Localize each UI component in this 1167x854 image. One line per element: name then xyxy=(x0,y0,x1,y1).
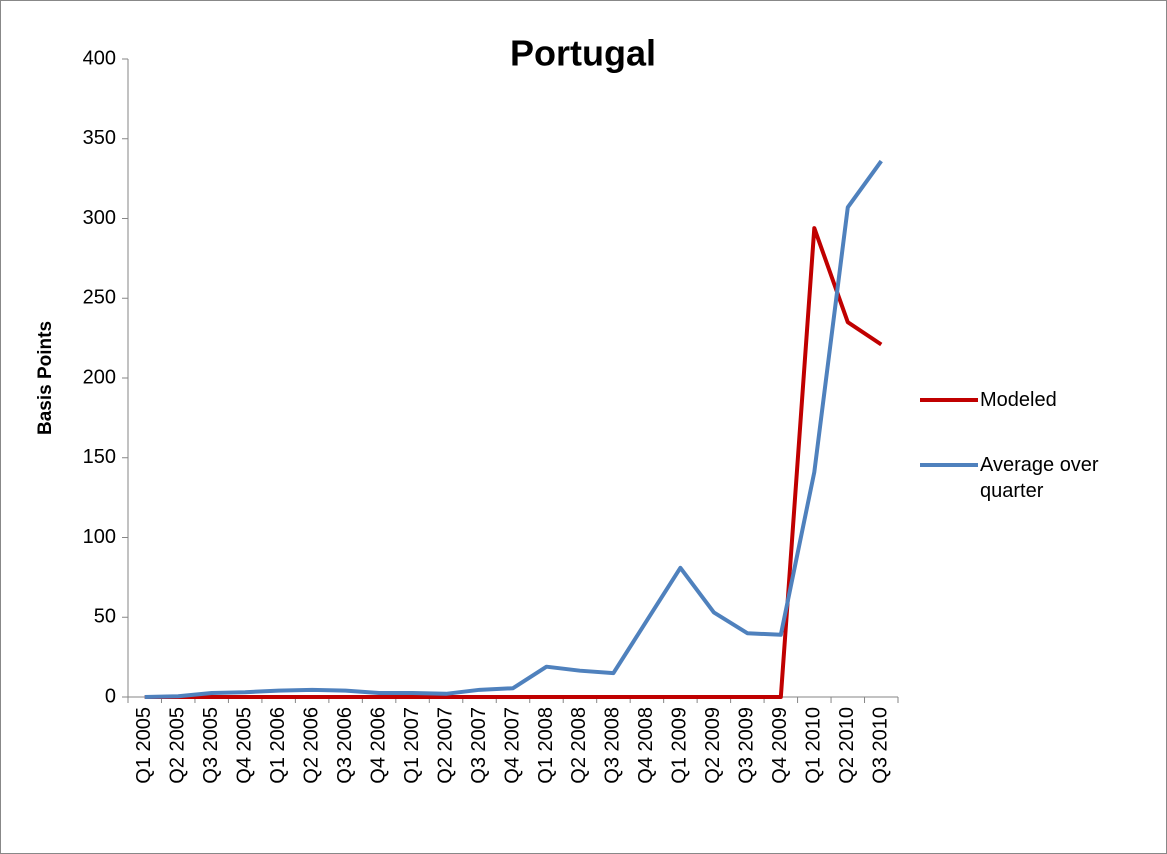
x-tick-label: Q4 2007 xyxy=(501,707,523,784)
y-tick-label: 100 xyxy=(83,526,116,548)
y-tick-label: 150 xyxy=(83,446,116,468)
x-tick-label: Q2 2007 xyxy=(434,707,456,784)
y-tick-label: 400 xyxy=(83,47,116,69)
x-tick-label: Q2 2010 xyxy=(836,707,858,784)
x-tick-label: Q4 2008 xyxy=(635,707,657,784)
x-tick-label: Q2 2006 xyxy=(300,707,322,784)
legend-label: Average over quarter xyxy=(980,454,1099,502)
y-axis-label: Basis Points xyxy=(35,321,56,435)
x-tick-label: Q3 2008 xyxy=(602,707,624,784)
x-tick-label: Q2 2008 xyxy=(568,707,590,784)
x-tick-label: Q3 2010 xyxy=(870,707,892,784)
x-tick-label: Q2 2005 xyxy=(166,707,188,784)
series-line xyxy=(144,159,883,699)
y-tick-label: 200 xyxy=(83,366,116,388)
y-tick-label: 50 xyxy=(94,606,116,628)
x-tick-label: Q1 2005 xyxy=(133,707,155,784)
x-tick-label: Q1 2007 xyxy=(401,707,423,784)
x-tick-label: Q4 2009 xyxy=(769,707,791,784)
y-tick-label: 300 xyxy=(83,207,116,229)
y-tick-label: 250 xyxy=(83,287,116,309)
x-tick-label: Q3 2006 xyxy=(334,707,356,784)
x-tick-label: Q3 2005 xyxy=(200,707,222,784)
x-tick-label: Q1 2010 xyxy=(803,707,825,784)
x-tick-label: Q1 2008 xyxy=(535,707,557,784)
series-line xyxy=(144,226,883,699)
x-tick-label: Q1 2006 xyxy=(267,707,289,784)
x-tick-label: Q3 2009 xyxy=(736,707,758,784)
x-tick-label: Q4 2005 xyxy=(233,707,255,784)
legend-label: Modeled xyxy=(980,389,1057,411)
x-tick-label: Q3 2007 xyxy=(468,707,490,784)
y-tick-label: 0 xyxy=(105,685,116,707)
x-tick-label: Q4 2006 xyxy=(367,707,389,784)
x-tick-label: Q2 2009 xyxy=(702,707,724,784)
x-tick-label: Q1 2009 xyxy=(669,707,691,784)
chart-title: Portugal xyxy=(510,33,656,74)
y-tick-label: 350 xyxy=(83,127,116,149)
